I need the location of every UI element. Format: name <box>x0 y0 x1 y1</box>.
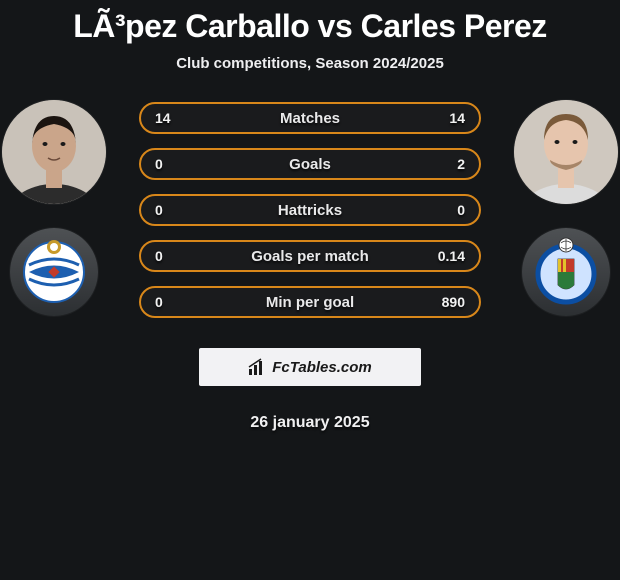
stat-row-goals-per-match: 0 Goals per match 0.14 <box>139 240 481 272</box>
source-logo: FcTables.com <box>199 348 421 386</box>
right-club-crest <box>522 228 610 316</box>
left-player-column <box>0 100 114 316</box>
stat-label: Min per goal <box>141 294 479 311</box>
page-title: LÃ³pez Carballo vs Carles Perez <box>73 8 547 45</box>
club-crest-icon <box>19 237 89 307</box>
stat-label: Hattricks <box>141 202 479 219</box>
stat-row-matches: 14 Matches 14 <box>139 102 481 134</box>
stat-right-value: 890 <box>442 294 465 310</box>
snapshot-date: 26 january 2025 <box>250 414 369 432</box>
stat-right-value: 14 <box>449 110 465 126</box>
right-player-avatar <box>514 100 618 204</box>
stat-left-value: 0 <box>155 248 163 264</box>
bar-chart-icon <box>248 358 266 376</box>
stat-label: Goals per match <box>141 248 479 265</box>
stats-column: 14 Matches 14 0 Goals 2 0 Hattricks 0 0 … <box>114 102 506 432</box>
player-silhouette-icon <box>2 100 106 204</box>
stat-label: Goals <box>141 156 479 173</box>
left-club-crest <box>10 228 98 316</box>
stat-label: Matches <box>141 110 479 127</box>
stat-right-value: 0 <box>457 202 465 218</box>
left-player-avatar <box>2 100 106 204</box>
stat-row-min-per-goal: 0 Min per goal 890 <box>139 286 481 318</box>
stat-row-goals: 0 Goals 2 <box>139 148 481 180</box>
stat-left-value: 0 <box>155 294 163 310</box>
player-silhouette-icon <box>514 100 618 204</box>
stat-left-value: 0 <box>155 202 163 218</box>
stat-left-value: 0 <box>155 156 163 172</box>
club-crest-icon <box>531 237 601 307</box>
stat-right-value: 0.14 <box>438 248 465 264</box>
main-row: 14 Matches 14 0 Goals 2 0 Hattricks 0 0 … <box>0 100 620 432</box>
stat-right-value: 2 <box>457 156 465 172</box>
stat-left-value: 14 <box>155 110 171 126</box>
right-player-column <box>506 100 620 316</box>
source-logo-text: FcTables.com <box>272 359 371 376</box>
stat-row-hattricks: 0 Hattricks 0 <box>139 194 481 226</box>
comparison-card: LÃ³pez Carballo vs Carles Perez Club com… <box>0 0 620 580</box>
subtitle: Club competitions, Season 2024/2025 <box>176 55 444 72</box>
